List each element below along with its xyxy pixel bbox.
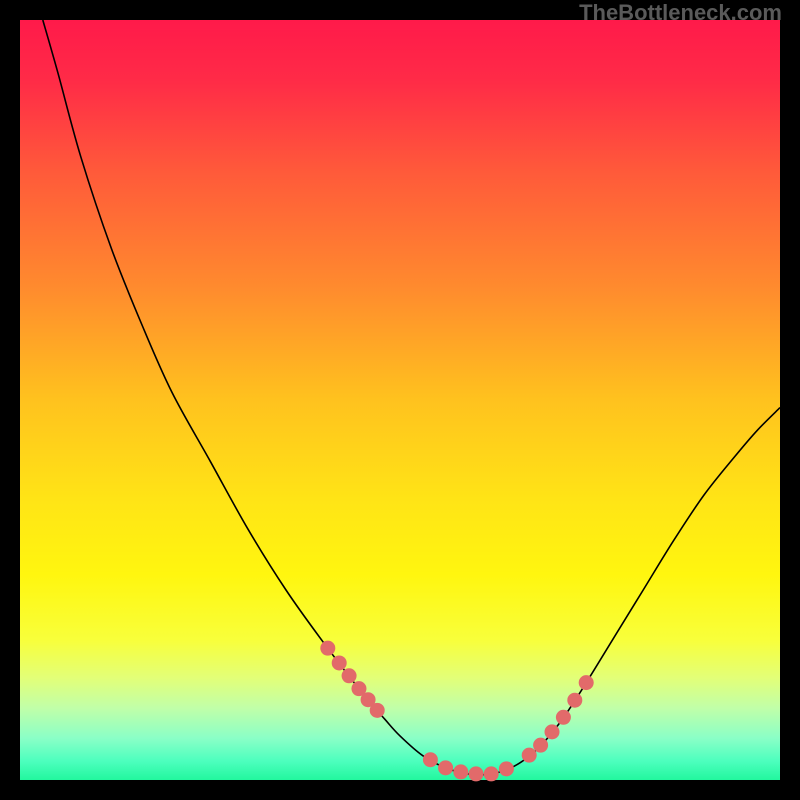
data-marker xyxy=(332,655,347,670)
bottleneck-curve-chart xyxy=(20,20,780,780)
data-marker xyxy=(522,748,537,763)
data-marker xyxy=(533,738,548,753)
data-marker xyxy=(545,724,560,739)
data-marker xyxy=(342,668,357,683)
data-marker xyxy=(556,710,571,725)
data-marker xyxy=(499,761,514,776)
data-marker xyxy=(484,766,499,781)
watermark-text: TheBottleneck.com xyxy=(579,0,782,26)
data-marker xyxy=(423,752,438,767)
plot-area xyxy=(20,20,780,780)
bottleneck-curve xyxy=(43,20,780,775)
data-marker xyxy=(579,675,594,690)
data-marker xyxy=(567,693,582,708)
data-marker xyxy=(320,641,335,656)
data-marker xyxy=(453,764,468,779)
data-marker xyxy=(370,703,385,718)
data-marker xyxy=(438,760,453,775)
data-marker xyxy=(469,766,484,781)
